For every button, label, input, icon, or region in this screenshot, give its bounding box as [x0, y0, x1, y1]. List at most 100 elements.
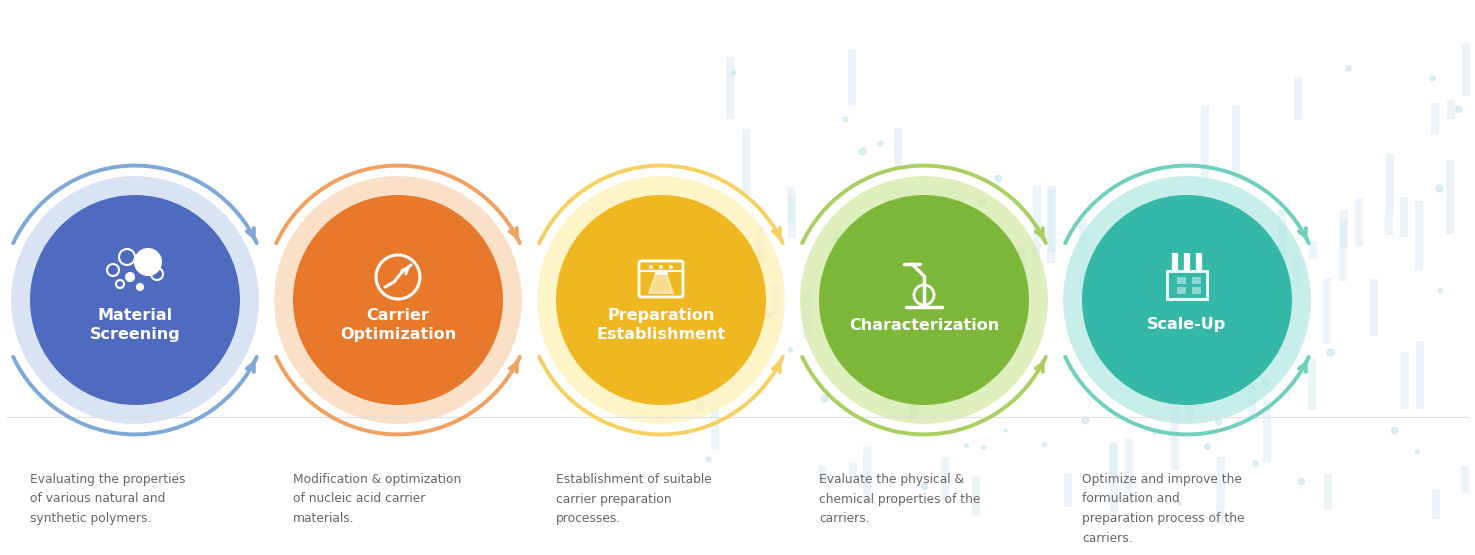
FancyBboxPatch shape: [1385, 210, 1392, 235]
Circle shape: [136, 249, 161, 275]
FancyBboxPatch shape: [696, 354, 704, 414]
FancyBboxPatch shape: [1446, 159, 1454, 234]
FancyBboxPatch shape: [1232, 246, 1239, 273]
Circle shape: [12, 176, 260, 424]
FancyBboxPatch shape: [757, 227, 766, 261]
Text: Evaluate the physical &
chemical properties of the
carriers.: Evaluate the physical & chemical propert…: [819, 473, 981, 525]
FancyBboxPatch shape: [909, 344, 917, 416]
FancyBboxPatch shape: [1032, 249, 1040, 280]
FancyBboxPatch shape: [850, 462, 857, 480]
FancyBboxPatch shape: [1049, 185, 1056, 253]
FancyBboxPatch shape: [650, 347, 658, 376]
FancyBboxPatch shape: [1018, 245, 1027, 284]
FancyBboxPatch shape: [1192, 277, 1201, 284]
Circle shape: [670, 265, 673, 269]
Text: Evaluating the properties
of various natural and
synthetic polymers.: Evaluating the properties of various nat…: [30, 473, 186, 525]
FancyBboxPatch shape: [925, 312, 934, 338]
FancyBboxPatch shape: [1177, 287, 1186, 294]
Text: Modification & optimization
of nucleic acid carrier
materials.: Modification & optimization of nucleic a…: [294, 473, 462, 525]
FancyBboxPatch shape: [695, 306, 704, 326]
FancyBboxPatch shape: [926, 308, 934, 324]
Circle shape: [819, 195, 1030, 405]
FancyBboxPatch shape: [972, 476, 979, 516]
FancyBboxPatch shape: [1002, 240, 1010, 268]
Circle shape: [799, 176, 1047, 424]
FancyBboxPatch shape: [1277, 210, 1286, 275]
FancyBboxPatch shape: [1016, 260, 1025, 306]
FancyBboxPatch shape: [1263, 400, 1271, 462]
FancyBboxPatch shape: [1416, 341, 1423, 408]
FancyBboxPatch shape: [726, 316, 733, 384]
Circle shape: [1063, 176, 1311, 424]
FancyBboxPatch shape: [740, 309, 749, 351]
FancyBboxPatch shape: [788, 187, 795, 223]
FancyBboxPatch shape: [680, 370, 687, 403]
FancyBboxPatch shape: [1186, 358, 1193, 423]
Text: Preparation
Establishment: Preparation Establishment: [596, 308, 726, 342]
FancyBboxPatch shape: [1032, 186, 1041, 250]
FancyBboxPatch shape: [894, 128, 903, 166]
FancyBboxPatch shape: [879, 249, 886, 305]
FancyBboxPatch shape: [1217, 457, 1226, 507]
FancyBboxPatch shape: [788, 196, 797, 237]
FancyBboxPatch shape: [1177, 277, 1186, 284]
FancyBboxPatch shape: [1202, 273, 1210, 346]
FancyBboxPatch shape: [1386, 154, 1394, 210]
FancyBboxPatch shape: [1171, 407, 1179, 470]
FancyBboxPatch shape: [1308, 241, 1317, 259]
FancyBboxPatch shape: [1248, 365, 1257, 418]
Text: Establishment of suitable
carrier preparation
processes.: Establishment of suitable carrier prepar…: [556, 473, 712, 525]
FancyBboxPatch shape: [1192, 287, 1201, 294]
FancyBboxPatch shape: [848, 49, 855, 107]
FancyBboxPatch shape: [709, 256, 718, 272]
FancyBboxPatch shape: [1339, 211, 1348, 248]
FancyBboxPatch shape: [956, 205, 965, 253]
FancyBboxPatch shape: [1370, 279, 1378, 336]
FancyBboxPatch shape: [1080, 219, 1087, 292]
FancyBboxPatch shape: [711, 384, 718, 450]
FancyBboxPatch shape: [1432, 490, 1440, 519]
Circle shape: [125, 273, 134, 281]
Text: Scale-Up: Scale-Up: [1148, 317, 1227, 332]
FancyBboxPatch shape: [1401, 352, 1409, 409]
Circle shape: [137, 284, 143, 290]
Circle shape: [556, 195, 766, 405]
FancyBboxPatch shape: [1447, 100, 1454, 119]
FancyBboxPatch shape: [1400, 197, 1409, 238]
FancyBboxPatch shape: [1111, 442, 1118, 512]
FancyBboxPatch shape: [1063, 474, 1072, 507]
FancyBboxPatch shape: [1323, 279, 1330, 344]
FancyBboxPatch shape: [881, 343, 888, 410]
FancyBboxPatch shape: [1462, 466, 1469, 493]
FancyBboxPatch shape: [1215, 506, 1224, 524]
FancyBboxPatch shape: [1415, 201, 1423, 270]
Circle shape: [537, 176, 785, 424]
Circle shape: [649, 265, 653, 269]
FancyBboxPatch shape: [1356, 198, 1363, 246]
FancyBboxPatch shape: [833, 238, 841, 296]
FancyBboxPatch shape: [802, 292, 811, 339]
FancyBboxPatch shape: [1140, 297, 1148, 334]
FancyBboxPatch shape: [665, 259, 673, 333]
FancyBboxPatch shape: [1232, 106, 1240, 180]
FancyBboxPatch shape: [1156, 275, 1164, 302]
FancyBboxPatch shape: [1294, 255, 1301, 287]
FancyBboxPatch shape: [819, 466, 826, 481]
FancyBboxPatch shape: [1201, 106, 1209, 178]
Circle shape: [1083, 195, 1292, 405]
FancyBboxPatch shape: [941, 457, 948, 500]
Text: Optimize and improve the
formulation and
preparation process of the
carriers.: Optimize and improve the formulation and…: [1083, 473, 1245, 544]
FancyBboxPatch shape: [895, 322, 903, 351]
FancyBboxPatch shape: [1431, 103, 1440, 134]
FancyBboxPatch shape: [1339, 220, 1347, 281]
FancyBboxPatch shape: [1109, 446, 1117, 475]
Text: Carrier
Optimization: Carrier Optimization: [339, 308, 456, 342]
FancyBboxPatch shape: [1308, 358, 1316, 411]
Circle shape: [659, 265, 662, 269]
Text: Material
Screening: Material Screening: [90, 308, 180, 342]
FancyBboxPatch shape: [1047, 189, 1055, 263]
FancyBboxPatch shape: [864, 288, 872, 351]
FancyBboxPatch shape: [987, 255, 996, 311]
Polygon shape: [649, 273, 673, 293]
FancyBboxPatch shape: [863, 446, 872, 502]
